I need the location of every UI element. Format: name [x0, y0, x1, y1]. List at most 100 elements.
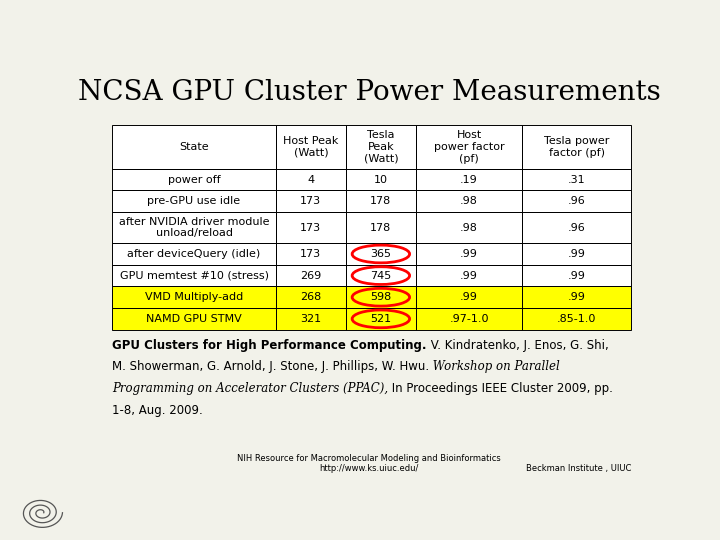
- Bar: [112, 243, 276, 265]
- Bar: [416, 265, 522, 286]
- Bar: [346, 191, 416, 212]
- Bar: [522, 286, 631, 308]
- Text: .99: .99: [460, 271, 478, 281]
- Bar: [112, 169, 276, 191]
- Text: pre-GPU use idle: pre-GPU use idle: [148, 196, 240, 206]
- Text: 1-8, Aug. 2009.: 1-8, Aug. 2009.: [112, 404, 203, 417]
- Text: V. Kindratenko, J. Enos, G. Shi,: V. Kindratenko, J. Enos, G. Shi,: [427, 339, 608, 352]
- Bar: [522, 286, 631, 308]
- Bar: [112, 212, 276, 243]
- Bar: [522, 125, 631, 168]
- Bar: [346, 286, 416, 308]
- Bar: [522, 169, 631, 191]
- Text: .99: .99: [460, 249, 478, 259]
- Bar: [522, 308, 631, 329]
- Text: Programming on Accelerator Clusters (PPAC),: Programming on Accelerator Clusters (PPA…: [112, 382, 389, 395]
- Bar: [276, 286, 346, 308]
- Text: 178: 178: [370, 222, 392, 233]
- Text: .19: .19: [460, 174, 478, 185]
- Text: NAMD GPU STMV: NAMD GPU STMV: [146, 314, 242, 324]
- Bar: [416, 212, 522, 243]
- Text: 521: 521: [370, 314, 392, 324]
- Text: State: State: [179, 142, 209, 152]
- Bar: [416, 169, 522, 191]
- Text: 4: 4: [307, 174, 315, 185]
- Bar: [276, 286, 346, 308]
- Bar: [112, 265, 276, 286]
- Bar: [522, 265, 631, 286]
- Text: Tesla
Peak
(Watt): Tesla Peak (Watt): [364, 130, 398, 164]
- Bar: [522, 243, 631, 265]
- Text: Beckman Institute , UIUC: Beckman Institute , UIUC: [526, 464, 631, 473]
- Bar: [522, 212, 631, 243]
- Bar: [522, 125, 631, 168]
- Bar: [346, 125, 416, 168]
- Bar: [416, 243, 522, 265]
- Text: .31: .31: [568, 174, 585, 185]
- Text: .99: .99: [568, 271, 585, 281]
- Bar: [276, 169, 346, 191]
- Bar: [112, 286, 276, 308]
- Text: .96: .96: [568, 196, 585, 206]
- Text: NCSA GPU Cluster Power Measurements: NCSA GPU Cluster Power Measurements: [78, 79, 660, 106]
- Bar: [522, 169, 631, 191]
- Bar: [416, 286, 522, 308]
- Bar: [112, 191, 276, 212]
- Bar: [276, 169, 346, 191]
- Text: 321: 321: [300, 314, 321, 324]
- Bar: [276, 265, 346, 286]
- Bar: [522, 212, 631, 243]
- Bar: [112, 243, 276, 265]
- Text: In Proceedings IEEE Cluster 2009, pp.: In Proceedings IEEE Cluster 2009, pp.: [389, 382, 613, 395]
- Text: .98: .98: [460, 196, 478, 206]
- Bar: [276, 212, 346, 243]
- Bar: [346, 286, 416, 308]
- Bar: [346, 308, 416, 329]
- Bar: [416, 191, 522, 212]
- Bar: [276, 212, 346, 243]
- Text: .99: .99: [460, 292, 478, 302]
- Text: .96: .96: [568, 222, 585, 233]
- Bar: [276, 308, 346, 329]
- Bar: [346, 265, 416, 286]
- Bar: [276, 191, 346, 212]
- Text: Host Peak
(Watt): Host Peak (Watt): [283, 136, 338, 158]
- Bar: [416, 125, 522, 168]
- Bar: [346, 191, 416, 212]
- Bar: [346, 243, 416, 265]
- Text: .85-1.0: .85-1.0: [557, 314, 596, 324]
- Text: 365: 365: [370, 249, 392, 259]
- Text: Tesla power
factor (pf): Tesla power factor (pf): [544, 136, 609, 158]
- Text: .99: .99: [568, 292, 585, 302]
- Bar: [346, 125, 416, 168]
- Text: NIH Resource for Macromolecular Modeling and Bioinformatics
http://www.ks.uiuc.e: NIH Resource for Macromolecular Modeling…: [237, 454, 501, 473]
- Text: .98: .98: [460, 222, 478, 233]
- Bar: [416, 243, 522, 265]
- Bar: [522, 308, 631, 329]
- Text: 598: 598: [370, 292, 392, 302]
- Text: after NVIDIA driver module
unload/reload: after NVIDIA driver module unload/reload: [119, 217, 269, 238]
- Text: Host
power factor
(pf): Host power factor (pf): [433, 130, 505, 164]
- Text: power off: power off: [168, 174, 220, 185]
- Bar: [112, 191, 276, 212]
- Text: 173: 173: [300, 249, 321, 259]
- Text: GPU memtest #10 (stress): GPU memtest #10 (stress): [120, 271, 269, 281]
- Bar: [112, 286, 276, 308]
- Bar: [416, 308, 522, 329]
- Text: VMD Multiply-add: VMD Multiply-add: [145, 292, 243, 302]
- Bar: [276, 308, 346, 329]
- Bar: [112, 125, 276, 168]
- Bar: [346, 243, 416, 265]
- Bar: [276, 125, 346, 168]
- Text: 269: 269: [300, 271, 321, 281]
- Text: 178: 178: [370, 196, 392, 206]
- Bar: [416, 169, 522, 191]
- Bar: [112, 169, 276, 191]
- Bar: [112, 265, 276, 286]
- Text: after deviceQuery (idle): after deviceQuery (idle): [127, 249, 261, 259]
- Bar: [112, 308, 276, 329]
- Bar: [416, 265, 522, 286]
- Bar: [276, 243, 346, 265]
- Bar: [522, 191, 631, 212]
- Bar: [416, 212, 522, 243]
